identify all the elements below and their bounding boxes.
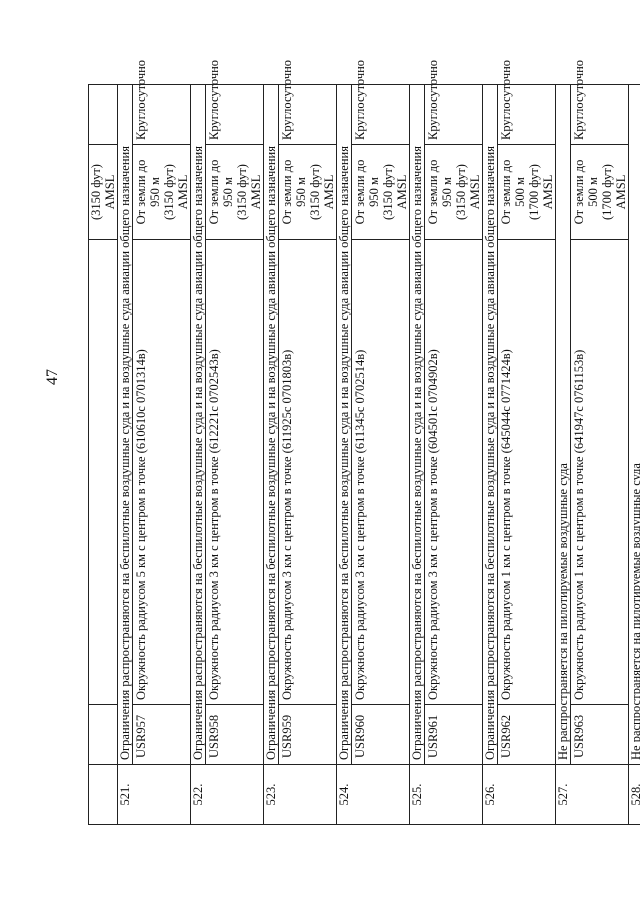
row-number: 526. (482, 764, 556, 825)
row-number: 528. (628, 764, 640, 825)
zone-id: USR959 (278, 704, 337, 765)
restricted-zones-table: (3150 фут) AMSL 521. Ограничения распрост… (88, 60, 640, 825)
section-header: Ограничения распространяются на беспилот… (263, 84, 279, 765)
cell-empty (88, 764, 118, 825)
zone-id: USR962 (497, 704, 556, 765)
section-header-row: 527. Не распространяется на пилотируемые … (555, 84, 629, 825)
altitude-feet: (3150 фут) AMSL (308, 164, 336, 220)
zone-id: USR961 (424, 704, 483, 765)
table-row: USR960 Окружность радиусом 3 км с центром… (351, 60, 410, 825)
zone-id: USR958 (205, 704, 264, 765)
time-cell: Круглосуточно (424, 60, 483, 145)
zone-description: Окружность радиусом 3 км с центром в точ… (205, 239, 264, 705)
section-header-row: 528. Не распространяется на пилотируемые … (628, 84, 640, 825)
section-header: Ограничения распространяются на беспилот… (336, 84, 352, 765)
section-header-row: 526. Ограничения распространяются на бесп… (482, 84, 556, 825)
section-header: Ограничения распространяются на беспилот… (482, 84, 498, 765)
altitude-range: От земли до 500 м (572, 159, 600, 225)
altitude-feet: (1700 фут) AMSL (600, 164, 628, 220)
altitude-feet: (3150 фут) AMSL (162, 164, 190, 220)
altitude-range: От земли до 950 м (280, 159, 308, 225)
altitude-cell: От земли до 950 м (3150 фут) AMSL (351, 144, 410, 240)
altitude-feet: (3150 фут) AMSL (454, 164, 482, 220)
section-header-row: 524. Ограничения распространяются на бесп… (336, 84, 410, 825)
section-header-row: 522. Ограничения распространяются на бесп… (190, 84, 264, 825)
section-header-row: 525. Ограничения распространяются на бесп… (409, 84, 483, 825)
time-cell: Круглосуточно (132, 60, 191, 145)
table-row: USR961 Окружность радиусом 3 км с центром… (424, 60, 483, 825)
zone-description: Окружность радиусом 3 км с центром в точ… (278, 239, 337, 705)
zone-description: Окружность радиусом 1 км с центром в точ… (570, 239, 629, 705)
zone-description: Окружность радиусом 3 км с центром в точ… (351, 239, 410, 705)
altitude-cell: От земли до 950 м (3150 фут) AMSL (205, 144, 264, 240)
cell-empty (88, 239, 118, 705)
row-number: 524. (336, 764, 410, 825)
section-header-row: 523. Ограничения распространяются на бесп… (263, 84, 337, 825)
section-header: Не распространяется на пилотируемые возд… (628, 84, 640, 765)
row-number: 522. (190, 764, 264, 825)
altitude-feet: (1700 фут) AMSL (527, 164, 555, 220)
altitude-feet: (3150 фут) AMSL (381, 164, 409, 220)
row-number: 527. (555, 764, 629, 825)
section-header: Ограничения распространяются на беспилот… (117, 84, 133, 765)
time-cell: Круглосуточно (278, 60, 337, 145)
time-cell: Круглосуточно (497, 60, 556, 145)
altitude-cell: От земли до 500 м (1700 фут) AMSL (570, 144, 629, 240)
table-row: USR957 Окружность радиусом 5 км с центром… (132, 60, 191, 825)
altitude-feet: (3150 фут) AMSL (235, 164, 263, 220)
altitude-range: От земли до 950 м (207, 159, 235, 225)
altitude-range: От земли до 950 м (353, 159, 381, 225)
page-number: 47 (44, 369, 61, 385)
continuation-row: (3150 фут) AMSL (88, 84, 118, 825)
section-header: Ограничения распространяются на беспилот… (190, 84, 206, 765)
altitude-cell: От земли до 500 м (1700 фут) AMSL (497, 144, 556, 240)
time-cell: Круглосуточно (570, 60, 629, 145)
cell-empty (88, 84, 118, 145)
zone-description: Окружность радиусом 1 км с центром в точ… (497, 239, 556, 705)
table-row: USR959 Окружность радиусом 3 км с центром… (278, 60, 337, 825)
altitude-cell: (3150 фут) AMSL (88, 144, 118, 240)
row-number: 523. (263, 764, 337, 825)
altitude-range: От земли до 950 м (134, 159, 162, 225)
altitude-cell: От земли до 950 м (3150 фут) AMSL (132, 144, 191, 240)
zone-id: USR963 (570, 704, 629, 765)
rotated-page: 47 (3150 фут) AMSL 521. Ограничения распр… (44, 60, 640, 825)
zone-id: USR957 (132, 704, 191, 765)
zone-description: Окружность радиусом 3 км с центром в точ… (424, 239, 483, 705)
altitude-range: От земли до 950 м (426, 159, 454, 225)
altitude-cell: От земли до 950 м (3150 фут) AMSL (424, 144, 483, 240)
table-row: USR958 Окружность радиусом 3 км с центром… (205, 60, 264, 825)
altitude-range: От земли до 500 м (499, 159, 527, 225)
altitude-cell: От земли до 950 м (3150 фут) AMSL (278, 144, 337, 240)
zone-description: Окружность радиусом 5 км с центром в точ… (132, 239, 191, 705)
row-number: 525. (409, 764, 483, 825)
section-header: Не распространяется на пилотируемые возд… (555, 84, 571, 765)
section-header-row: 521. Ограничения распространяются на бесп… (117, 84, 191, 825)
row-number: 521. (117, 764, 191, 825)
zone-id: USR960 (351, 704, 410, 765)
time-cell: Круглосуточно (351, 60, 410, 145)
section-header: Ограничения распространяются на беспилот… (409, 84, 425, 765)
time-cell: Круглосуточно (205, 60, 264, 145)
table-row: USR962 Окружность радиусом 1 км с центром… (497, 60, 556, 825)
cell-empty (88, 704, 118, 765)
table-row: USR963 Окружность радиусом 1 км с центром… (570, 60, 629, 825)
